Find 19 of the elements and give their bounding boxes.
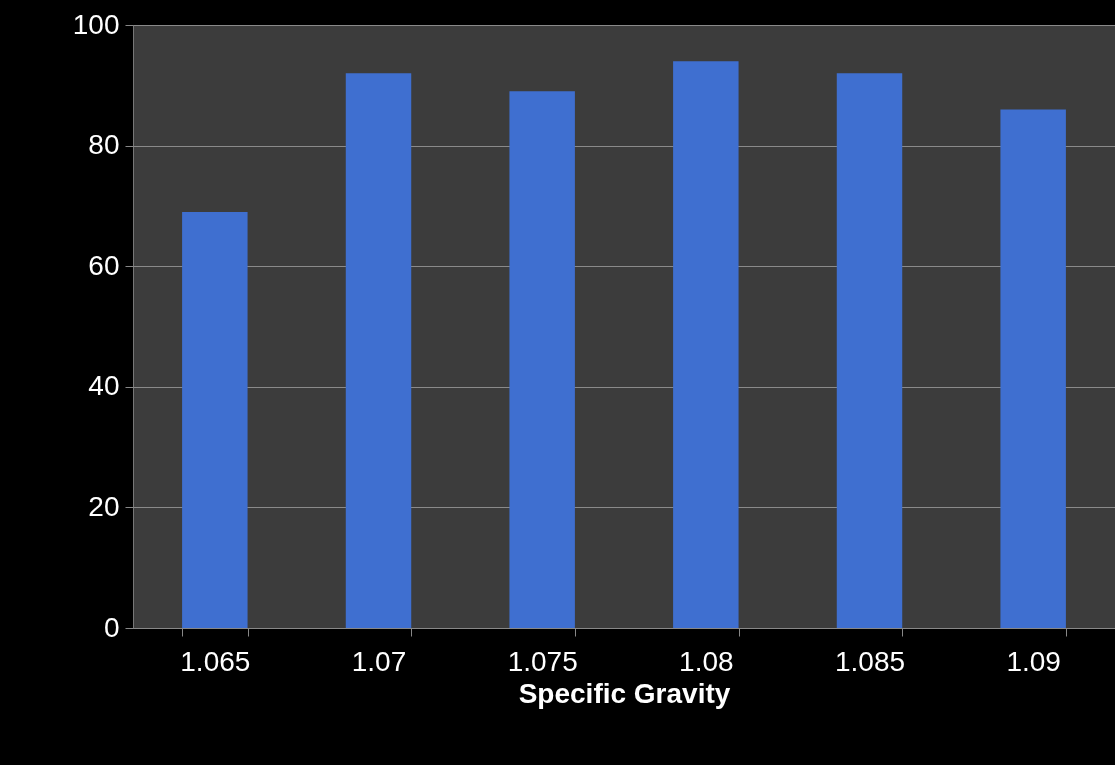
y-tick-label: 80 [88, 129, 120, 161]
x-tick-label: 1.08 [679, 645, 734, 677]
y-tick-label: 0 [103, 611, 120, 643]
x-axis-title: Specific Gravity [518, 677, 731, 709]
x-tick-label: 1.09 [1006, 645, 1061, 677]
bar [509, 91, 575, 628]
x-tick-label: 1.07 [351, 645, 407, 677]
bar [836, 73, 903, 628]
x-tick-label: 1.065 [180, 645, 251, 677]
bar [345, 73, 412, 628]
bar [673, 61, 739, 628]
x-tick-label: 1.085 [834, 645, 906, 677]
x-tick-label: 1.075 [507, 645, 578, 677]
y-tick-label: 20 [88, 490, 120, 522]
y-tick-label: 40 [88, 370, 120, 402]
bar [182, 211, 248, 628]
bar [1000, 109, 1066, 628]
y-tick-label: 100 [72, 8, 120, 40]
y-tick-label: 60 [88, 249, 120, 281]
